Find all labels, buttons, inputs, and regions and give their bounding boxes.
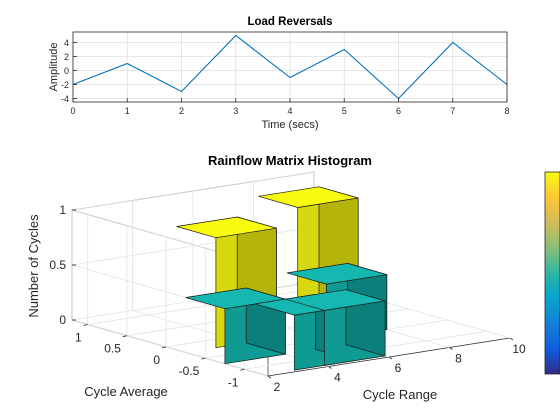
- histogram-bar-top-face: [176, 216, 277, 239]
- histogram-bar-top-face: [258, 186, 359, 208]
- histogram-x-tick-label: 6: [395, 361, 402, 375]
- histogram-z-tick-label: 0: [59, 313, 66, 327]
- line-x-tick-label: 2: [179, 106, 184, 116]
- histogram-y-tick-label: 0.5: [104, 342, 121, 356]
- histogram-y-tick-label: 0: [153, 353, 160, 367]
- line-series: [72, 34, 508, 100]
- line-x-tick-label: 1: [125, 106, 130, 116]
- histogram-3d-title: Rainflow Matrix Histogram: [208, 153, 372, 168]
- line-x-ticks: 0 1 2 3 4 5 6 7 8: [70, 98, 510, 116]
- histogram-x-tick-label: 8: [455, 352, 462, 366]
- histogram-3d-z-axis-label: Number of Cycles: [26, 214, 41, 318]
- histogram-y-tick-mark: [83, 324, 88, 326]
- line-x-tick-label: 4: [287, 106, 292, 116]
- histogram-y-tick-label: 1: [75, 330, 82, 344]
- histogram-x-tick-mark: [328, 366, 332, 369]
- line-chart-title: Load Reversals: [247, 16, 332, 28]
- histogram-bar-top-face: [287, 263, 387, 285]
- line-x-axis-label: Time (secs): [261, 119, 318, 131]
- line-x-tick-label: 3: [233, 106, 238, 116]
- line-y-tick-label: -2: [61, 80, 69, 90]
- histogram-3d-bars: [176, 186, 388, 371]
- histogram-x-tick-mark: [267, 375, 272, 379]
- line-chart: 0 1 2 3 4 5 6 7 8 -4 -2 0 2 4 Load Reversals Time (s…: [48, 16, 510, 131]
- histogram-y-tick-label: -0.5: [179, 364, 200, 378]
- colorbar: [544, 171, 560, 375]
- histogram-y-tick-label: -1: [228, 375, 239, 389]
- line-x-tick-label: 5: [342, 106, 347, 116]
- line-y-ticks: -4 -2 0 2 4: [61, 38, 77, 104]
- histogram-3d-y-axis-label: Cycle Average: [84, 384, 168, 399]
- line-series-group: [72, 34, 508, 100]
- line-y-tick-label: 4: [64, 38, 69, 48]
- histogram-x-tick-label: 10: [512, 342, 526, 356]
- histogram-x-tick-label: 4: [334, 371, 341, 385]
- histogram-bar-top-face: [285, 289, 386, 311]
- line-y-tick-label: 0: [64, 66, 69, 76]
- histogram-y-tick-mark: [201, 357, 206, 360]
- histogram-3d-x-axis-label: Cycle Range: [363, 387, 437, 402]
- line-x-tick-label: 0: [70, 106, 75, 116]
- histogram-x-tick-mark: [388, 356, 393, 360]
- histogram-y-tick-mark: [240, 368, 245, 371]
- line-y-axis-label: Amplitude: [48, 43, 60, 92]
- line-x-tick-label: 6: [396, 106, 401, 116]
- histogram-y-tick-mark: [161, 346, 167, 349]
- line-y-tick-label: 2: [64, 52, 69, 62]
- histogram-x-tick-mark: [509, 337, 514, 341]
- histogram-z-tick-label: 1: [59, 203, 66, 217]
- histogram-y-tick-mark: [122, 335, 127, 338]
- histogram-x-tick-label: 2: [274, 380, 281, 394]
- line-y-tick-label: -4: [61, 94, 69, 104]
- histogram-x-tick-mark: [449, 347, 453, 350]
- histogram-z-tick-label: 0.5: [49, 258, 66, 272]
- line-x-tick-label: 7: [450, 106, 455, 116]
- line-x-tick-label: 8: [504, 106, 509, 116]
- histogram-bar: [285, 289, 386, 366]
